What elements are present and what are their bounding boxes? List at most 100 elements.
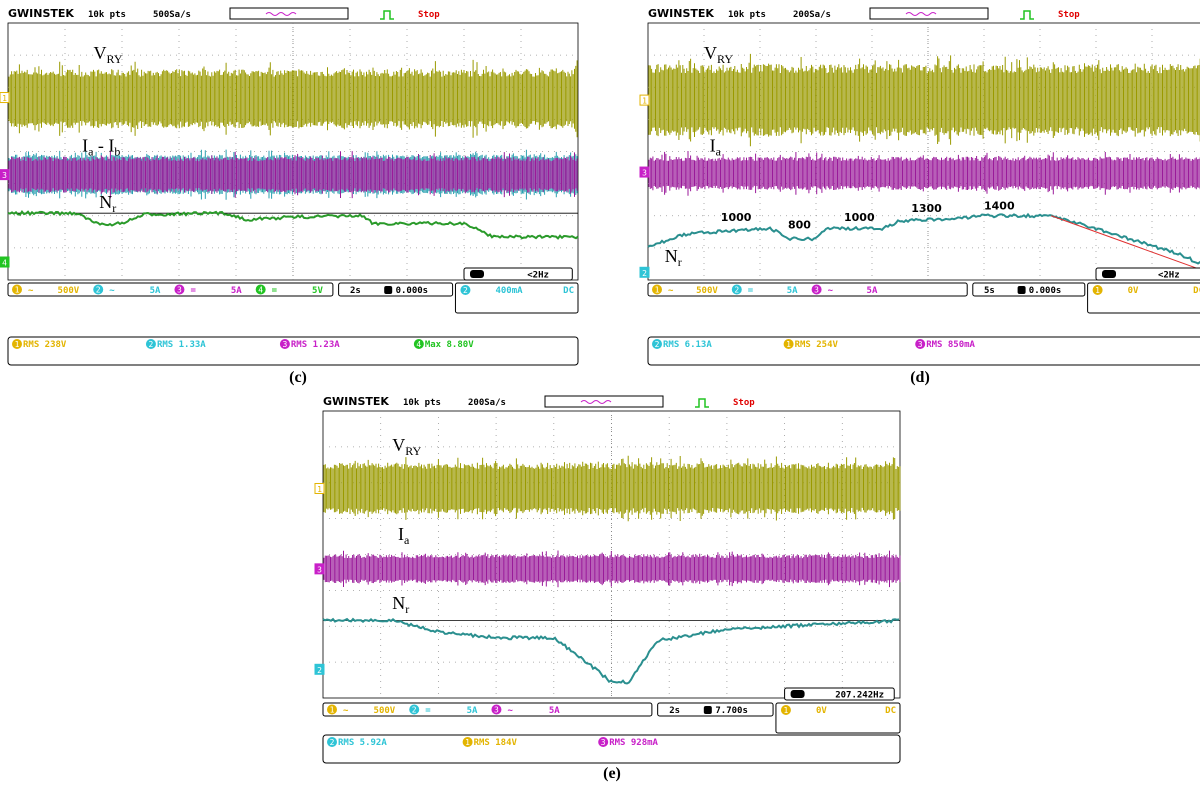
measurement: RMS 5.92A xyxy=(338,738,387,748)
channel-marker-label: 4 xyxy=(2,259,7,268)
channel-coupling: ~ xyxy=(109,286,115,296)
measurement-channel: 3 xyxy=(282,340,287,349)
trace-label-main: V xyxy=(94,43,107,63)
h-icon xyxy=(384,286,392,294)
h-icon xyxy=(1018,286,1026,294)
channel-coupling: ~ xyxy=(828,286,834,296)
logo: GWINSTEK xyxy=(8,7,74,20)
trigger-icon xyxy=(380,11,394,19)
trace-label-main: - I xyxy=(93,136,114,156)
memory-bar xyxy=(870,8,988,19)
channel-bar xyxy=(323,703,652,716)
trace-label-sub: b xyxy=(114,145,120,159)
measurement-channel: 3 xyxy=(601,738,606,747)
measurement-channel: 2 xyxy=(149,340,154,349)
channel-scale: 500V xyxy=(374,706,396,716)
channel-coupling: ~ xyxy=(28,286,34,296)
measurement-channel: 3 xyxy=(918,340,923,349)
frequency: 207.242Hz xyxy=(835,691,884,701)
channel-coupling: = xyxy=(190,286,196,296)
trigger-icon xyxy=(1020,11,1034,19)
sample-rate: 200Sa/s xyxy=(793,10,831,20)
channel-scale: 5A xyxy=(787,286,798,296)
freq-icon xyxy=(1102,270,1116,278)
figure: GWINSTEK10k pts500Sa/sStop134VRYIa - IbN… xyxy=(0,0,1200,801)
panel-label: (c) xyxy=(289,369,307,386)
record-length: 10k pts xyxy=(88,10,126,20)
measurement-channel: 1 xyxy=(15,340,20,349)
trigger-coupling: DC xyxy=(563,286,574,296)
measurement-channel: 1 xyxy=(465,738,470,747)
channel-scale: 5A xyxy=(150,286,161,296)
trace-label-main: V xyxy=(392,435,405,455)
channel-number: 4 xyxy=(258,286,263,295)
trigger-coupling: DC xyxy=(1193,286,1200,296)
channel-scale: 5A xyxy=(231,286,242,296)
channel-marker-label: 1 xyxy=(642,97,647,106)
channel-scale: 5V xyxy=(312,286,323,296)
run-status: Stop xyxy=(418,10,440,20)
freq-icon xyxy=(470,270,484,278)
freq-icon xyxy=(791,690,805,698)
trace-label-sub: RY xyxy=(717,52,733,66)
trace-label-sub: r xyxy=(405,602,409,616)
trace-label-main: V xyxy=(704,43,717,63)
timebase: 2s xyxy=(669,706,680,716)
measurement: RMS 254V xyxy=(795,340,839,350)
measurement: RMS 6.13A xyxy=(663,340,712,350)
page: Oscilloscope captures {"panels":[ {"labe… xyxy=(0,0,1200,801)
h-icon xyxy=(704,706,712,714)
measurement: Max 8.80V xyxy=(425,340,474,350)
channel-number: 3 xyxy=(177,286,182,295)
measurement: RMS 850mA xyxy=(926,340,975,350)
run-status: Stop xyxy=(1058,10,1080,20)
channel-marker-label: 2 xyxy=(642,269,647,278)
channel-number: 3 xyxy=(814,286,819,295)
channel-marker-label: 3 xyxy=(642,169,647,178)
speed-label: 1000 xyxy=(844,211,875,224)
measurement: RMS 184V xyxy=(474,738,518,748)
measurement: RMS 928mA xyxy=(609,738,658,748)
offset: 0.000s xyxy=(1029,286,1062,296)
channel-number: 3 xyxy=(494,706,499,715)
channel-scale: 5A xyxy=(467,706,478,716)
speed-label: 1400 xyxy=(984,199,1015,212)
channel-scale: 5A xyxy=(549,706,560,716)
trigger-channel: 1 xyxy=(784,706,789,715)
timebase: 5s xyxy=(984,286,995,296)
channel-scale: 500V xyxy=(58,286,80,296)
channel-marker-label: 1 xyxy=(317,485,322,494)
channel-marker-label: 2 xyxy=(317,666,322,675)
run-status: Stop xyxy=(733,398,755,408)
speed-label: 1300 xyxy=(911,202,942,215)
sample-rate: 200Sa/s xyxy=(468,398,506,408)
measurement-channel: 1 xyxy=(786,340,791,349)
measurement-channel: 2 xyxy=(330,738,335,747)
body: GWINSTEK10k pts500Sa/sStop134VRYIa - IbN… xyxy=(0,0,1200,801)
frequency: <2Hz xyxy=(1158,271,1180,281)
channel-number: 2 xyxy=(412,706,417,715)
trace-label-sub: r xyxy=(678,255,682,269)
trace-label-sub: r xyxy=(112,201,116,215)
trigger-icon xyxy=(695,399,709,407)
channel-coupling: = xyxy=(425,706,431,716)
trace-label-main: N xyxy=(665,246,678,266)
logo: GWINSTEK xyxy=(648,7,714,20)
timebase: 2s xyxy=(350,286,361,296)
memory-bar xyxy=(230,8,348,19)
trigger-channel: 1 xyxy=(1095,286,1100,295)
record-length: 10k pts xyxy=(403,398,441,408)
channel-scale: 500V xyxy=(696,286,718,296)
trigger-box xyxy=(776,703,900,733)
measurement: RMS 238V xyxy=(23,340,67,350)
panel-label: (d) xyxy=(910,369,930,386)
trigger-level: 0V xyxy=(816,706,827,716)
measurement: RMS 1.23A xyxy=(291,340,340,350)
channel-number: 2 xyxy=(734,286,739,295)
channel-number: 2 xyxy=(96,286,101,295)
trace-label-main: N xyxy=(392,593,405,613)
speed-label: 800 xyxy=(788,219,811,232)
sample-rate: 500Sa/s xyxy=(153,10,191,20)
trace-label-sub: a xyxy=(716,145,722,159)
measurement-channel: 2 xyxy=(655,340,660,349)
